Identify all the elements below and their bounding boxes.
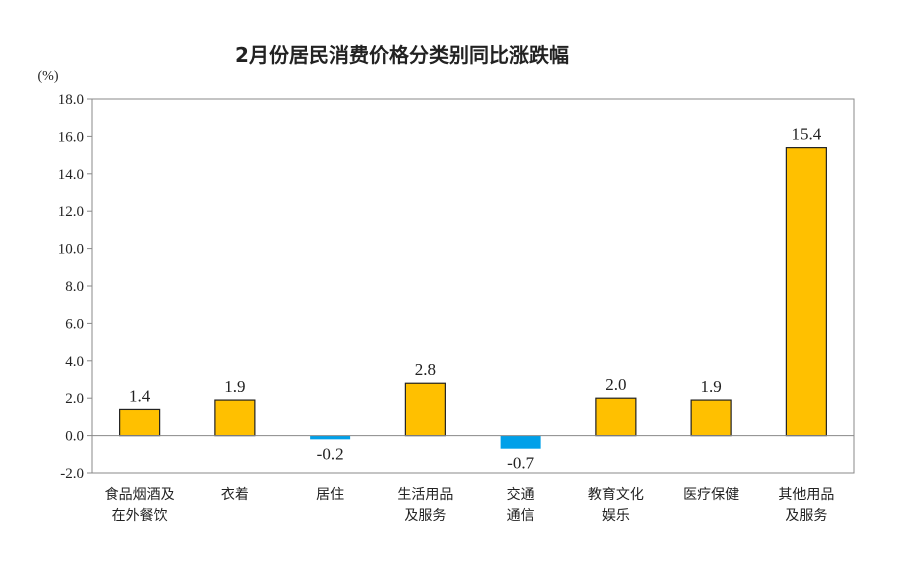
data-labels: 1.4 1.9 -0.2 2.8 -0.7 2.0 1.9 15.4 — [129, 125, 822, 473]
y-tick-label: 8.0 — [65, 279, 84, 295]
data-label: -0.2 — [317, 444, 344, 463]
category-label: 娱乐 — [602, 508, 630, 524]
bar — [595, 397, 637, 437]
data-label: 2.8 — [415, 360, 436, 379]
bar — [404, 382, 446, 437]
category-label: 及服务 — [785, 508, 827, 524]
y-tick-label: 10.0 — [58, 242, 84, 258]
data-label: 1.9 — [224, 377, 245, 396]
plot-area — [91, 98, 855, 474]
y-tick-label: 16.0 — [58, 129, 84, 145]
y-tick-label: 4.0 — [65, 354, 84, 370]
bar — [310, 435, 351, 440]
y-ticks: -2.0 0.0 2.0 4.0 6.0 8.0 10.0 12.0 14.0 16.0 18.0 — [58, 92, 92, 482]
category-label: 及服务 — [404, 508, 446, 524]
category-label: 居住 — [316, 487, 344, 503]
category-label: 生活用品 — [397, 487, 453, 503]
y-tick-label: -2.0 — [60, 466, 84, 482]
y-tick-label: 0.0 — [65, 429, 84, 445]
y-tick-label: 14.0 — [58, 167, 84, 183]
bar — [785, 147, 827, 437]
category-label: 教育文化 — [588, 487, 644, 503]
category-label: 衣着 — [221, 487, 249, 503]
y-tick-label: 12.0 — [58, 204, 84, 220]
data-label: 2.0 — [605, 375, 626, 394]
category-label: 医疗保健 — [683, 487, 739, 503]
y-tick-label: 18.0 — [58, 92, 84, 108]
bar — [119, 408, 161, 437]
bar — [690, 399, 732, 437]
bar — [214, 399, 256, 437]
data-label: 15.4 — [792, 125, 822, 144]
y-axis-unit: (%) — [38, 69, 59, 84]
category-label: 食品烟酒及 — [105, 486, 175, 503]
data-label: 1.4 — [129, 386, 151, 405]
chart-title: 2月份居民消费价格分类别同比涨跌幅 — [235, 43, 569, 67]
y-tick-label: 2.0 — [65, 391, 84, 407]
bars — [119, 147, 827, 449]
y-tick-label: 6.0 — [65, 316, 84, 332]
category-label: 通信 — [507, 508, 535, 524]
bar — [500, 435, 541, 449]
data-label: 1.9 — [701, 377, 722, 396]
data-label: -0.7 — [507, 454, 534, 473]
category-label: 在外餐饮 — [112, 508, 168, 524]
category-label: 交通 — [507, 486, 535, 503]
category-label: 其他用品 — [778, 487, 834, 503]
